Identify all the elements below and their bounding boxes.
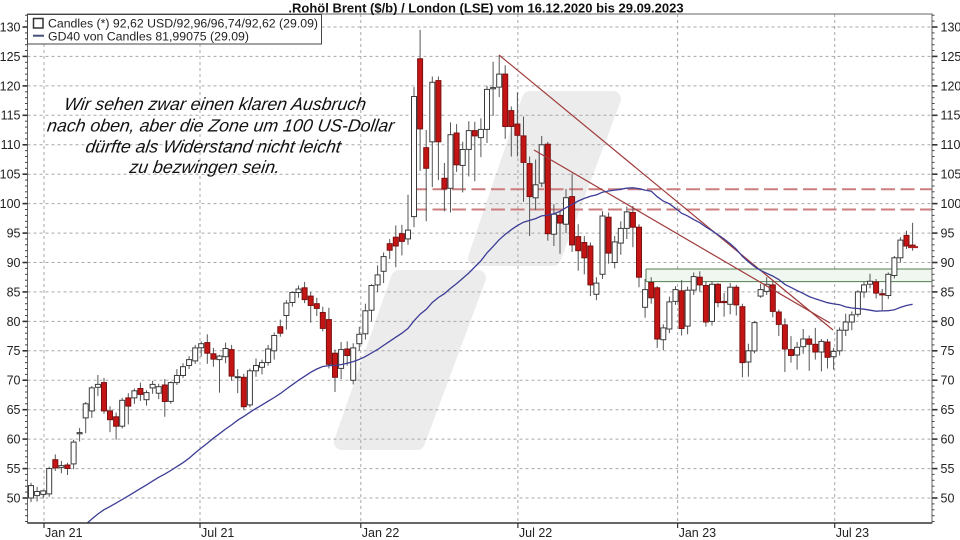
svg-text:.Rohöl Brent ($/b) / London (L: .Rohöl Brent ($/b) / London (LSE) vom 16… <box>288 1 683 16</box>
svg-text:Wir sehen zwar einen klaren Au: Wir sehen zwar einen klaren Ausbruch <box>63 94 368 114</box>
svg-text:100: 100 <box>0 197 21 211</box>
svg-text:90: 90 <box>7 256 21 270</box>
svg-text:65: 65 <box>7 403 21 417</box>
svg-text:120: 120 <box>0 79 21 93</box>
svg-text:80: 80 <box>941 315 955 329</box>
svg-text:55: 55 <box>941 462 955 476</box>
svg-text:50: 50 <box>941 491 955 505</box>
svg-text:75: 75 <box>941 344 955 358</box>
svg-text:120: 120 <box>941 79 960 93</box>
svg-text:nach oben, aber die Zone um 10: nach oben, aber die Zone um 100 US-Dolla… <box>46 116 397 136</box>
svg-text:60: 60 <box>7 433 21 447</box>
svg-text:70: 70 <box>7 374 21 388</box>
svg-text:Jul 21: Jul 21 <box>201 526 234 540</box>
svg-text:Jan 23: Jan 23 <box>679 526 717 540</box>
svg-text:Jul 23: Jul 23 <box>836 526 869 540</box>
svg-text:Jan 21: Jan 21 <box>45 526 83 540</box>
svg-text:50: 50 <box>7 491 21 505</box>
svg-text:70: 70 <box>941 374 955 388</box>
svg-text:55: 55 <box>7 462 21 476</box>
svg-text:95: 95 <box>7 227 21 241</box>
svg-text:90: 90 <box>941 256 955 270</box>
svg-text:105: 105 <box>941 168 960 182</box>
svg-text:110: 110 <box>941 138 960 152</box>
svg-text:130: 130 <box>941 20 960 34</box>
svg-text:110: 110 <box>1 138 21 152</box>
svg-text:85: 85 <box>941 285 955 299</box>
svg-text:Jul 22: Jul 22 <box>519 526 552 540</box>
svg-text:85: 85 <box>7 285 21 299</box>
svg-text:GD40 von Candles 81,99075 (29.: GD40 von Candles 81,99075 (29.09) <box>48 30 249 44</box>
svg-text:130: 130 <box>0 20 21 34</box>
svg-text:125: 125 <box>941 50 960 64</box>
svg-text:105: 105 <box>0 168 21 182</box>
svg-text:dürfte als Widerstand nicht le: dürfte als Widerstand nicht leicht <box>84 137 343 157</box>
svg-text:75: 75 <box>7 344 21 358</box>
svg-text:60: 60 <box>941 433 955 447</box>
svg-text:115: 115 <box>941 109 960 123</box>
svg-text:zu bezwingen sein.: zu bezwingen sein. <box>127 157 281 177</box>
svg-text:100: 100 <box>941 197 960 211</box>
svg-text:115: 115 <box>1 109 21 123</box>
svg-text:Jan 22: Jan 22 <box>362 526 400 540</box>
svg-text:65: 65 <box>941 403 955 417</box>
svg-text:80: 80 <box>7 315 21 329</box>
svg-text:95: 95 <box>941 227 955 241</box>
svg-text:Candles (*) 92,62 USD/92,96/96: Candles (*) 92,62 USD/92,96/96,74/92,62 … <box>48 17 318 31</box>
svg-text:125: 125 <box>0 50 21 64</box>
